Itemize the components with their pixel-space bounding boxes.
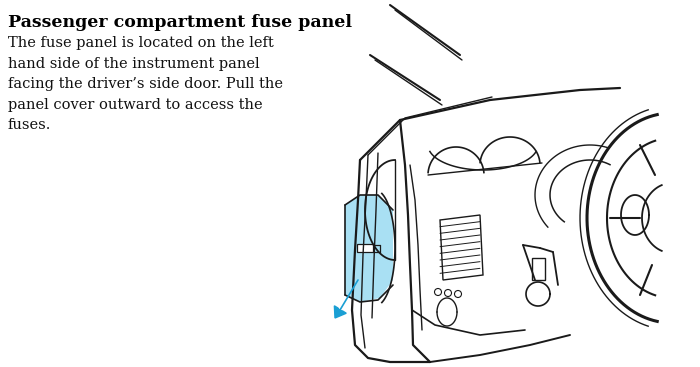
Text: Passenger compartment fuse panel: Passenger compartment fuse panel <box>8 14 352 31</box>
Text: The fuse panel is located on the left
hand side of the instrument panel
facing t: The fuse panel is located on the left ha… <box>8 36 283 132</box>
FancyArrow shape <box>335 306 346 318</box>
Polygon shape <box>345 195 393 302</box>
Bar <box>532 258 545 280</box>
Bar <box>357 244 373 252</box>
